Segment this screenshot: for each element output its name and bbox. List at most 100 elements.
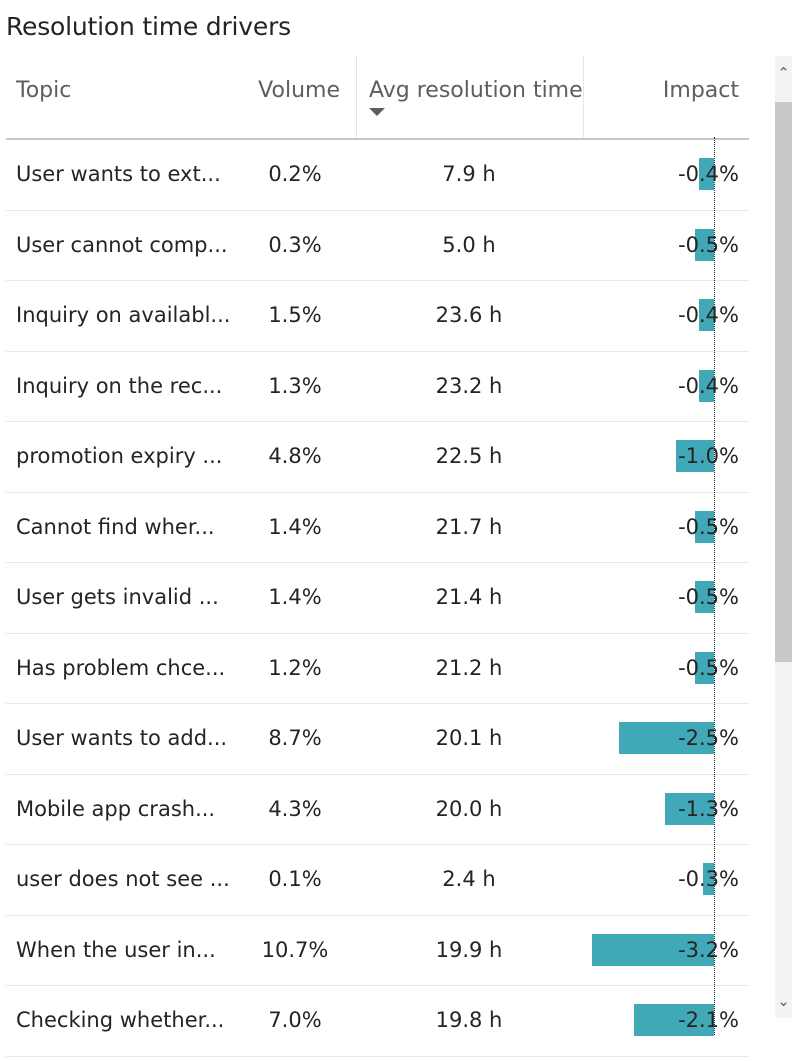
cell-volume: 10.7% [261,937,329,962]
table-row[interactable]: User wants to add... 8.7% 20.1 h -2.5% [6,704,749,775]
cell-impact: -0.4% [582,140,749,209]
table-row[interactable]: user does not see ... 0.1% 2.4 h -0.3% [6,845,749,916]
column-header-volume-label: Volume [258,78,340,103]
cell-volume: 1.4% [268,585,322,609]
table-row[interactable]: Has problem chce... 1.2% 21.2 h -0.5% [6,634,749,704]
drivers-table: Topic Volume Avg resolution time Impact … [6,56,749,1057]
impact-value: -0.4% [678,162,739,186]
cell-impact: -2.1% [582,986,749,1055]
cell-volume: 8.7% [268,726,322,750]
cell-impact: -0.5% [582,493,749,562]
impact-bar [676,440,714,472]
impact-bar [698,369,714,402]
impact-value: -0.5% [678,585,739,609]
impact-value: -2.1% [678,1008,739,1032]
table-row[interactable]: Checking whether... 7.0% 19.8 h -2.1% [6,986,749,1057]
cell-volume: 1.4% [268,514,322,539]
impact-bar [695,581,714,613]
cell-impact: -0.5% [582,634,749,703]
table-header: Topic Volume Avg resolution time Impact [6,56,749,140]
cell-volume: 4.3% [268,796,322,821]
cell-impact: -1.3% [582,775,749,844]
column-header-volume[interactable]: Volume [238,56,356,138]
table-row[interactable]: User wants to ext... 0.2% 7.9 h -0.4% [6,140,749,211]
impact-value: -0.5% [678,514,739,539]
scrollbar-thumb[interactable] [775,102,792,662]
cell-impact: -2.5% [582,704,749,773]
cell-avg-resolution-time: 21.4 h [435,585,503,609]
cell-avg-resolution-time: 23.6 h [435,303,503,327]
cell-volume: 0.1% [268,867,322,891]
impact-bar [695,510,714,543]
cell-topic: Cannot find wher... [16,514,215,539]
cell-impact: -3.2% [582,916,749,985]
cell-impact: -0.4% [582,281,749,350]
table-row[interactable]: User gets invalid ... 1.4% 21.4 h -0.5% [6,563,749,634]
table-row[interactable]: Inquiry on availabl... 1.5% 23.6 h -0.4% [6,281,749,352]
cell-topic: Mobile app crash... [16,796,216,821]
table-row[interactable]: Inquiry on the rec... 1.3% 23.2 h -0.4% [6,352,749,422]
chevron-down-icon[interactable]: ⌄ [777,992,790,1010]
impact-value: -0.5% [678,655,739,680]
table-row[interactable]: Mobile app crash... 4.3% 20.0 h -1.3% [6,775,749,845]
visual-title: Resolution time drivers [6,12,291,41]
impact-value: -0.3% [678,867,739,891]
cell-topic: Has problem chce... [16,655,226,680]
column-header-topic-label: Topic [16,78,72,103]
impact-bar [592,933,714,966]
impact-bar [619,722,714,754]
column-header-impact-label: Impact [662,78,739,103]
table-row[interactable]: When the user in... 10.7% 19.9 h -3.2% [6,916,749,986]
impact-bar [695,651,714,684]
impact-bar [695,228,714,261]
cell-topic: user does not see ... [16,867,230,891]
sort-descending-icon [369,108,385,116]
table-row[interactable]: promotion expiry ... 4.8% 22.5 h -1.0% [6,422,749,493]
impact-bar [698,158,714,190]
cell-avg-resolution-time: 21.2 h [435,655,503,680]
impact-bar [634,1004,714,1036]
cell-topic: Inquiry on the rec... [16,373,223,398]
vertical-scrollbar[interactable]: ⌃ ⌄ [775,56,792,1018]
cell-volume: 4.8% [268,444,322,468]
impact-value: -1.0% [678,444,739,468]
table-row[interactable]: Cannot find wher... 1.4% 21.7 h -0.5% [6,493,749,563]
cell-volume: 1.5% [268,303,322,327]
cell-topic: Inquiry on availabl... [16,303,231,327]
cell-avg-resolution-time: 19.8 h [435,1008,503,1032]
cell-impact: -0.4% [582,352,749,421]
cell-volume: 1.3% [268,373,322,398]
cell-avg-resolution-time: 23.2 h [435,373,503,398]
chevron-up-icon[interactable]: ⌃ [777,64,790,82]
cell-impact: -0.3% [582,845,749,914]
cell-impact: -0.5% [582,211,749,280]
cell-avg-resolution-time: 21.7 h [435,514,503,539]
table-row[interactable]: User cannot comp... 0.3% 5.0 h -0.5% [6,211,749,281]
cell-impact: -1.0% [582,422,749,491]
impact-bar [702,863,714,895]
cell-topic: promotion expiry ... [16,444,223,468]
column-header-impact[interactable]: Impact [582,56,749,138]
impact-value: -1.3% [678,796,739,821]
cell-volume: 1.2% [268,655,322,680]
cell-avg-resolution-time: 22.5 h [435,444,503,468]
cell-avg-resolution-time: 2.4 h [442,867,496,891]
cell-topic: Checking whether... [16,1008,225,1032]
impact-value: -2.5% [678,726,739,750]
column-header-topic[interactable]: Topic [6,56,238,138]
impact-value: -0.4% [678,373,739,398]
column-header-avg-label: Avg resolution time [369,78,583,103]
cell-volume: 0.3% [268,232,322,257]
cell-avg-resolution-time: 7.9 h [442,162,496,186]
cell-topic: User gets invalid ... [16,585,219,609]
cell-volume: 7.0% [268,1008,322,1032]
cell-topic: User wants to ext... [16,162,221,186]
impact-zero-line [714,137,715,1035]
cell-avg-resolution-time: 19.9 h [435,937,503,962]
column-header-avg-resolution-time[interactable]: Avg resolution time [356,56,584,138]
impact-value: -3.2% [678,937,739,962]
cell-topic: When the user in... [16,937,216,962]
cell-avg-resolution-time: 5.0 h [442,232,496,257]
cell-topic: User wants to add... [16,726,228,750]
impact-bar [664,792,714,825]
